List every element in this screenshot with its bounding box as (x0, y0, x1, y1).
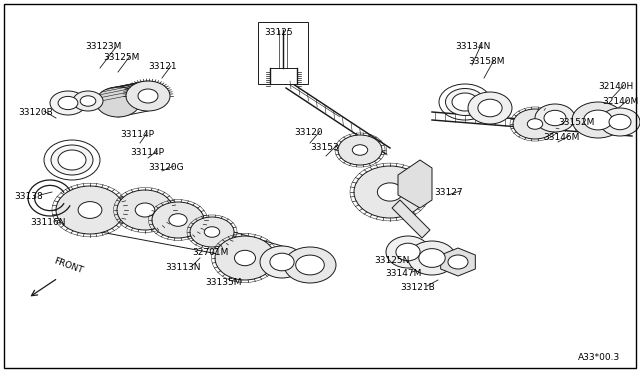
Ellipse shape (204, 227, 220, 237)
Text: 33125: 33125 (264, 28, 292, 37)
Ellipse shape (452, 93, 478, 111)
Ellipse shape (56, 186, 124, 234)
Ellipse shape (138, 89, 158, 103)
Ellipse shape (58, 96, 78, 110)
Text: 33125N: 33125N (374, 256, 410, 265)
Ellipse shape (152, 202, 204, 238)
Polygon shape (441, 248, 476, 276)
Ellipse shape (544, 110, 566, 126)
Text: 33121B: 33121B (400, 283, 435, 292)
Ellipse shape (352, 145, 368, 155)
Polygon shape (398, 160, 432, 208)
Ellipse shape (338, 135, 382, 165)
Text: 33135M: 33135M (205, 278, 241, 287)
Ellipse shape (169, 214, 187, 226)
Text: 33123M: 33123M (85, 42, 122, 51)
Ellipse shape (215, 236, 275, 280)
Text: 33121: 33121 (148, 62, 177, 71)
Ellipse shape (468, 92, 512, 124)
Ellipse shape (80, 96, 96, 106)
Text: 33138: 33138 (14, 192, 43, 201)
Ellipse shape (50, 91, 86, 115)
Text: A33*00.3: A33*00.3 (578, 353, 620, 362)
Ellipse shape (584, 110, 612, 130)
Ellipse shape (378, 183, 403, 201)
Ellipse shape (535, 104, 575, 132)
Text: 32140M: 32140M (602, 97, 638, 106)
Ellipse shape (396, 243, 420, 261)
Ellipse shape (78, 202, 102, 218)
Text: 33146M: 33146M (543, 133, 579, 142)
Text: FRONT: FRONT (52, 256, 84, 275)
Ellipse shape (527, 119, 543, 129)
Text: 33147M: 33147M (385, 269, 421, 278)
Text: 33116N: 33116N (30, 218, 65, 227)
Text: 33114P: 33114P (120, 130, 154, 139)
Bar (258, 22, 308, 84)
Ellipse shape (73, 91, 103, 111)
Ellipse shape (51, 145, 93, 175)
Ellipse shape (270, 253, 294, 271)
Text: 33153: 33153 (310, 143, 339, 152)
Text: 33158M: 33158M (468, 57, 504, 66)
Text: 33120G: 33120G (148, 163, 184, 172)
Ellipse shape (448, 255, 468, 269)
Ellipse shape (135, 203, 155, 217)
Ellipse shape (284, 247, 336, 283)
Text: 33120: 33120 (294, 128, 323, 137)
Ellipse shape (609, 114, 631, 130)
Ellipse shape (386, 236, 430, 268)
Text: 32701M: 32701M (192, 248, 228, 257)
Ellipse shape (419, 248, 445, 267)
Ellipse shape (117, 190, 173, 230)
Ellipse shape (572, 102, 624, 138)
Text: 33120B: 33120B (18, 108, 52, 117)
Text: 33134N: 33134N (455, 42, 490, 51)
Ellipse shape (478, 99, 502, 117)
Text: 33152M: 33152M (558, 118, 595, 127)
Ellipse shape (354, 166, 426, 218)
Text: 33114P: 33114P (130, 148, 164, 157)
Ellipse shape (445, 89, 484, 115)
Ellipse shape (190, 217, 234, 247)
Polygon shape (392, 200, 430, 238)
Ellipse shape (96, 87, 140, 117)
Text: 33113N: 33113N (165, 263, 200, 272)
Ellipse shape (58, 150, 86, 170)
Ellipse shape (260, 246, 304, 278)
Ellipse shape (296, 255, 324, 275)
Text: 33125M: 33125M (103, 53, 140, 62)
Ellipse shape (408, 241, 456, 275)
Text: 32140H: 32140H (598, 82, 633, 91)
Ellipse shape (513, 109, 557, 139)
Ellipse shape (126, 81, 170, 111)
Text: 33127: 33127 (434, 188, 463, 197)
Ellipse shape (234, 250, 255, 266)
Ellipse shape (600, 108, 640, 136)
